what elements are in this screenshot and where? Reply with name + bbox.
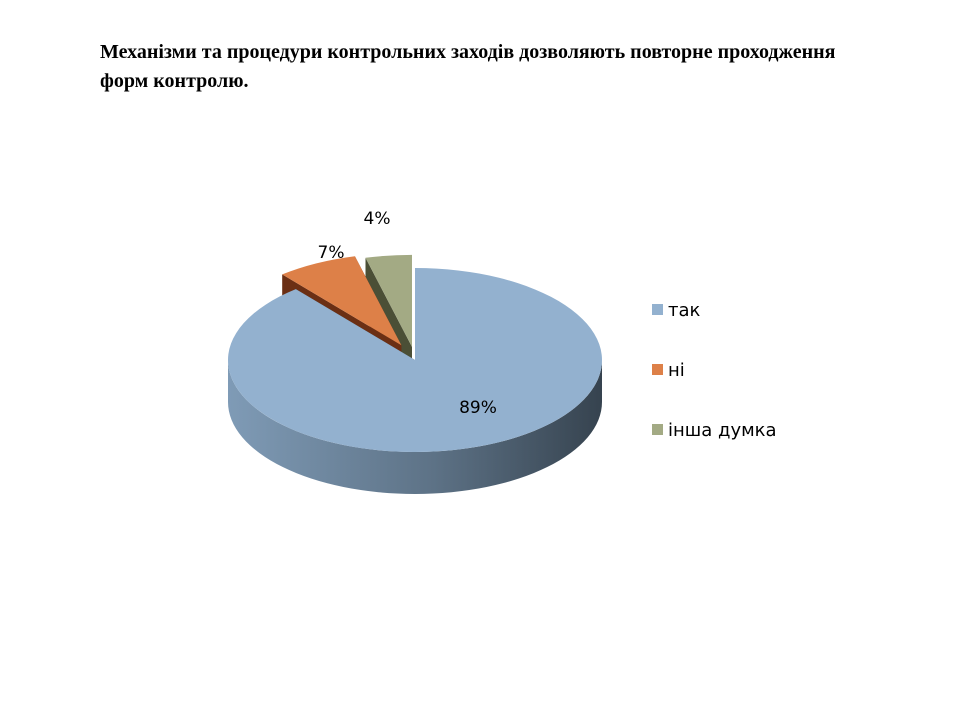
legend-swatch-1	[652, 364, 663, 375]
legend-label-1: ні	[668, 360, 685, 381]
slice-label-0: 89%	[459, 398, 497, 418]
pie-slices: 89% 7% 4%	[228, 209, 603, 494]
page-title: Механізми та процедури контрольних заход…	[100, 41, 836, 92]
slice-label-2: 4%	[364, 209, 391, 229]
legend-swatch-0	[652, 304, 663, 315]
legend-label-0: так	[668, 300, 701, 321]
slice-label-1: 7%	[318, 243, 345, 263]
legend-label-2: інша думка	[668, 420, 777, 441]
legend: так ні інша думка	[652, 300, 777, 441]
pie-slice-0	[228, 268, 603, 494]
legend-swatch-2	[652, 424, 663, 435]
